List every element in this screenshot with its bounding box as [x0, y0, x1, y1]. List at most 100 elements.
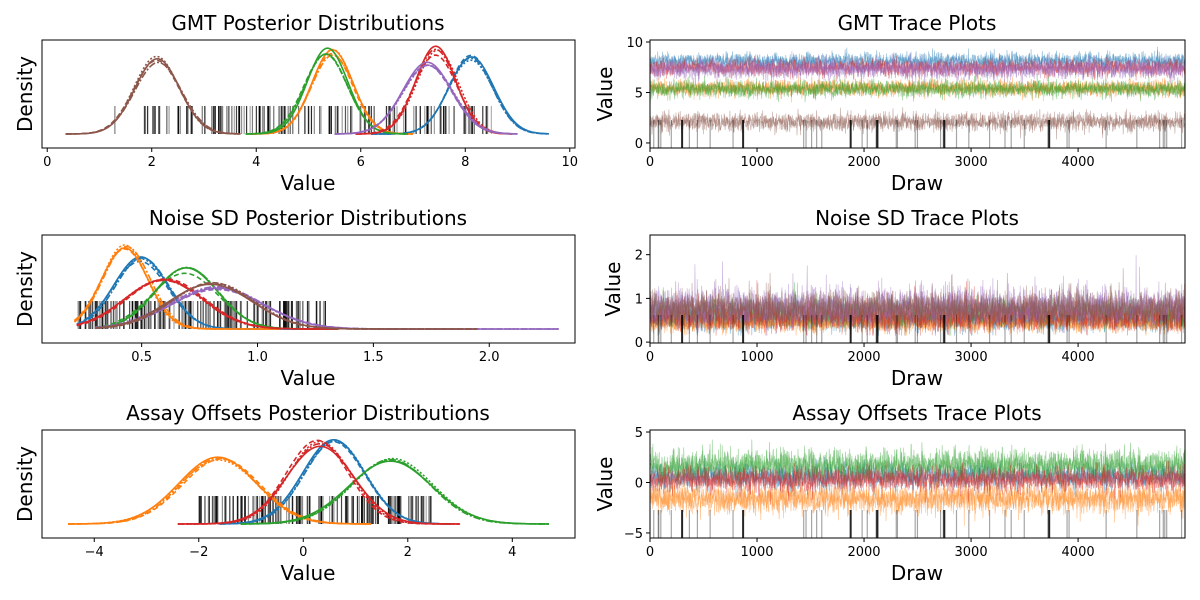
x-tick-label: 1.5	[363, 350, 384, 365]
density-curve-purple	[95, 287, 559, 330]
x-tick-label: 2	[148, 155, 156, 170]
density-curve-blue	[76, 260, 316, 330]
gmt-posterior-panel: GMT Posterior Distributions 0 2 4 6 8 10 Valu…	[13, 11, 578, 195]
x-tick-label: 0	[43, 155, 51, 170]
x-tick-label: −2	[189, 545, 208, 560]
y-tick-label: 0	[635, 137, 643, 152]
axes-frame	[649, 429, 1186, 539]
panel-title: GMT Posterior Distributions	[171, 11, 444, 35]
trace-line-purple	[650, 51, 1185, 84]
trace-line-blue	[650, 46, 1185, 80]
axis-ticks: 0 1000 2000 3000 4000 0 5 10	[626, 36, 1094, 170]
trace-line-red	[650, 280, 1185, 336]
x-tick-label: 4	[508, 545, 516, 560]
y-tick-label: 0	[635, 336, 643, 351]
trace-blue	[650, 46, 1185, 80]
trace-line-red	[650, 460, 1185, 506]
assay-offsets-trace-plot-area	[650, 439, 1185, 538]
density-curve-green	[240, 458, 549, 525]
trace-orange	[650, 468, 1185, 526]
x-tick-label: 2000	[847, 155, 880, 170]
axis-ticks: 0 1000 2000 3000 4000−505	[624, 426, 1095, 560]
noise-sd-posterior-panel: Noise SD Posterior Distributions 0.5 1.0 1…	[13, 206, 576, 390]
panel-title: Assay Offsets Trace Plots	[792, 401, 1041, 425]
density-curve-orange	[68, 457, 372, 525]
x-tick-label: 8	[461, 155, 469, 170]
density-curve-green	[95, 272, 339, 330]
density-curve-brown	[65, 61, 241, 135]
density-curve-orange	[73, 244, 281, 330]
trace-red	[650, 53, 1185, 83]
axis-ticks: 0 1000 2000 3000 4000 0 1 2	[635, 249, 1095, 365]
y-tick-label: 1	[635, 292, 643, 307]
trace-green	[650, 73, 1185, 103]
x-tick-label: 2000	[847, 350, 880, 365]
density-curve-orange	[73, 245, 281, 330]
trace-line-blue	[650, 458, 1185, 500]
gmt-posterior-plot-area	[65, 45, 549, 135]
trace-line-purple	[650, 264, 1185, 333]
assay-offsets-posterior-plot-area	[68, 438, 549, 525]
y-axis-label: Density	[13, 56, 37, 132]
trace-line-brown	[650, 107, 1185, 136]
assay-offsets-trace-panel: Assay Offsets Trace Plots 0 1000 2000 3000 4…	[593, 401, 1186, 585]
x-ticks: 0.5 1.0 1.5 2.0	[131, 343, 500, 365]
trace-purple	[650, 51, 1185, 87]
assay-offsets-posterior-panel: Assay Offsets Posterior Distributions −4…	[13, 401, 576, 585]
panel-title: Noise SD Trace Plots	[815, 206, 1019, 230]
trace-line-orange	[650, 468, 1185, 526]
trace-line-blue	[650, 299, 1185, 336]
trace-line-red	[650, 53, 1185, 81]
trace-blue	[650, 455, 1185, 500]
y-axis-label: Value	[601, 262, 625, 317]
trace-line-brown	[650, 272, 1185, 336]
trace-line-orange	[650, 74, 1185, 103]
x-axis-label: Draw	[891, 171, 943, 195]
axes-frame	[649, 39, 1186, 149]
panel-title: Assay Offsets Posterior Distributions	[126, 401, 490, 425]
x-axis-label: Draw	[891, 366, 943, 390]
y-axis-label: Density	[13, 446, 37, 522]
trace-line-green	[650, 73, 1185, 103]
y-tick-label: 10	[626, 36, 643, 51]
x-tick-label: 3000	[955, 545, 988, 560]
trace-blue	[650, 294, 1185, 336]
x-tick-label: 4	[252, 155, 260, 170]
noise-sd-trace-plot-area	[650, 255, 1185, 343]
axes-frame	[41, 234, 576, 344]
density-curve-red	[355, 54, 513, 135]
x-tick-label: 3000	[955, 155, 988, 170]
density-curve-red	[177, 442, 461, 525]
y-tick-label: 0	[635, 476, 643, 491]
trace-line-purple	[650, 55, 1185, 87]
trace-line-orange	[650, 470, 1185, 526]
trace-red	[650, 280, 1185, 336]
trace-green	[650, 439, 1185, 490]
trace-line-green	[650, 442, 1185, 490]
x-tick-label: 0.5	[131, 350, 152, 365]
x-tick-label: 4000	[1062, 545, 1095, 560]
trace-line-purple	[650, 255, 1185, 336]
x-tick-label: 2.0	[479, 350, 500, 365]
trace-line-orange	[650, 74, 1185, 102]
x-tick-label: 3000	[955, 350, 988, 365]
trace-green	[650, 282, 1185, 336]
panel-title: GMT Trace Plots	[838, 11, 997, 35]
trace-red	[650, 460, 1185, 506]
density-curve-red	[76, 279, 339, 330]
trace-line-brown	[650, 108, 1185, 140]
trace-brown	[650, 107, 1185, 140]
trace-line-orange	[650, 303, 1185, 336]
density-curve-blue	[219, 440, 450, 525]
trace-line-green	[650, 282, 1185, 336]
trace-purple	[650, 255, 1185, 336]
trace-line-orange	[650, 303, 1185, 336]
trace-line-green	[650, 290, 1185, 332]
divergence-markers	[653, 315, 1183, 343]
gmt-trace-plot-area	[650, 46, 1185, 148]
x-tick-label: 0	[646, 350, 654, 365]
x-tick-label: 0	[646, 155, 654, 170]
density-curve-orange	[251, 54, 414, 135]
axes-frame	[41, 39, 576, 149]
